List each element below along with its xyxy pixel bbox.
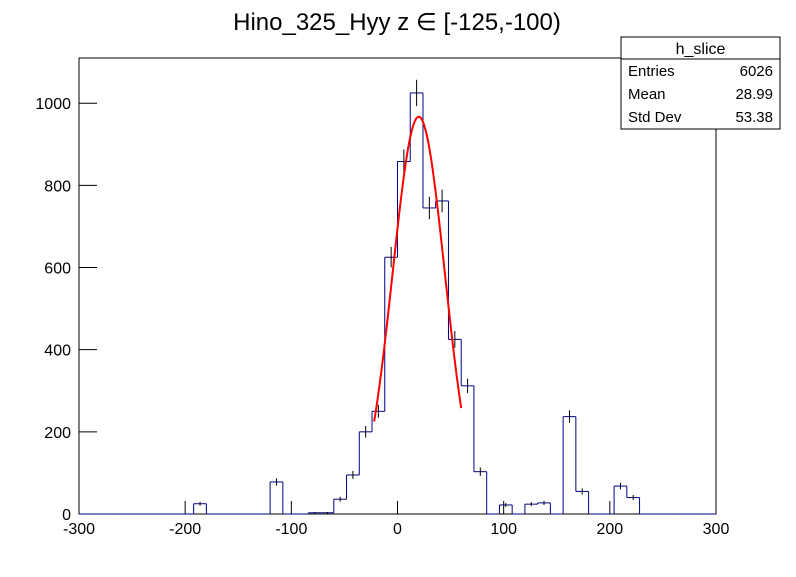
- y-tick-label: 1000: [35, 96, 71, 113]
- x-tick-label: -100: [275, 521, 307, 538]
- stats-label: Std Dev: [628, 109, 682, 126]
- y-tick-label: 400: [44, 343, 71, 360]
- stats-label: Mean: [628, 86, 666, 103]
- x-tick-label: 0: [393, 521, 402, 538]
- y-tick-label: 0: [62, 507, 71, 524]
- x-tick-label: 200: [596, 521, 623, 538]
- stats-value: 53.38: [735, 109, 773, 126]
- stats-frame: [620, 36, 781, 130]
- chart-title: Hino_325_Hyy z ∈ [-125,-100): [233, 9, 561, 36]
- x-tick-label: -300: [63, 521, 95, 538]
- stats-title: h_slice: [676, 41, 726, 58]
- stats-value: 6026: [740, 63, 773, 80]
- y-tick-label: 200: [44, 425, 71, 442]
- stats-label: Entries: [628, 63, 675, 80]
- x-tick-label: 300: [703, 521, 730, 538]
- x-tick-label: -200: [169, 521, 201, 538]
- y-tick-label: 800: [44, 178, 71, 195]
- stats-value: 28.99: [735, 86, 773, 103]
- fit-curve: [373, 115, 463, 422]
- x-tick-label: 100: [490, 521, 517, 538]
- y-tick-label: 600: [44, 261, 71, 278]
